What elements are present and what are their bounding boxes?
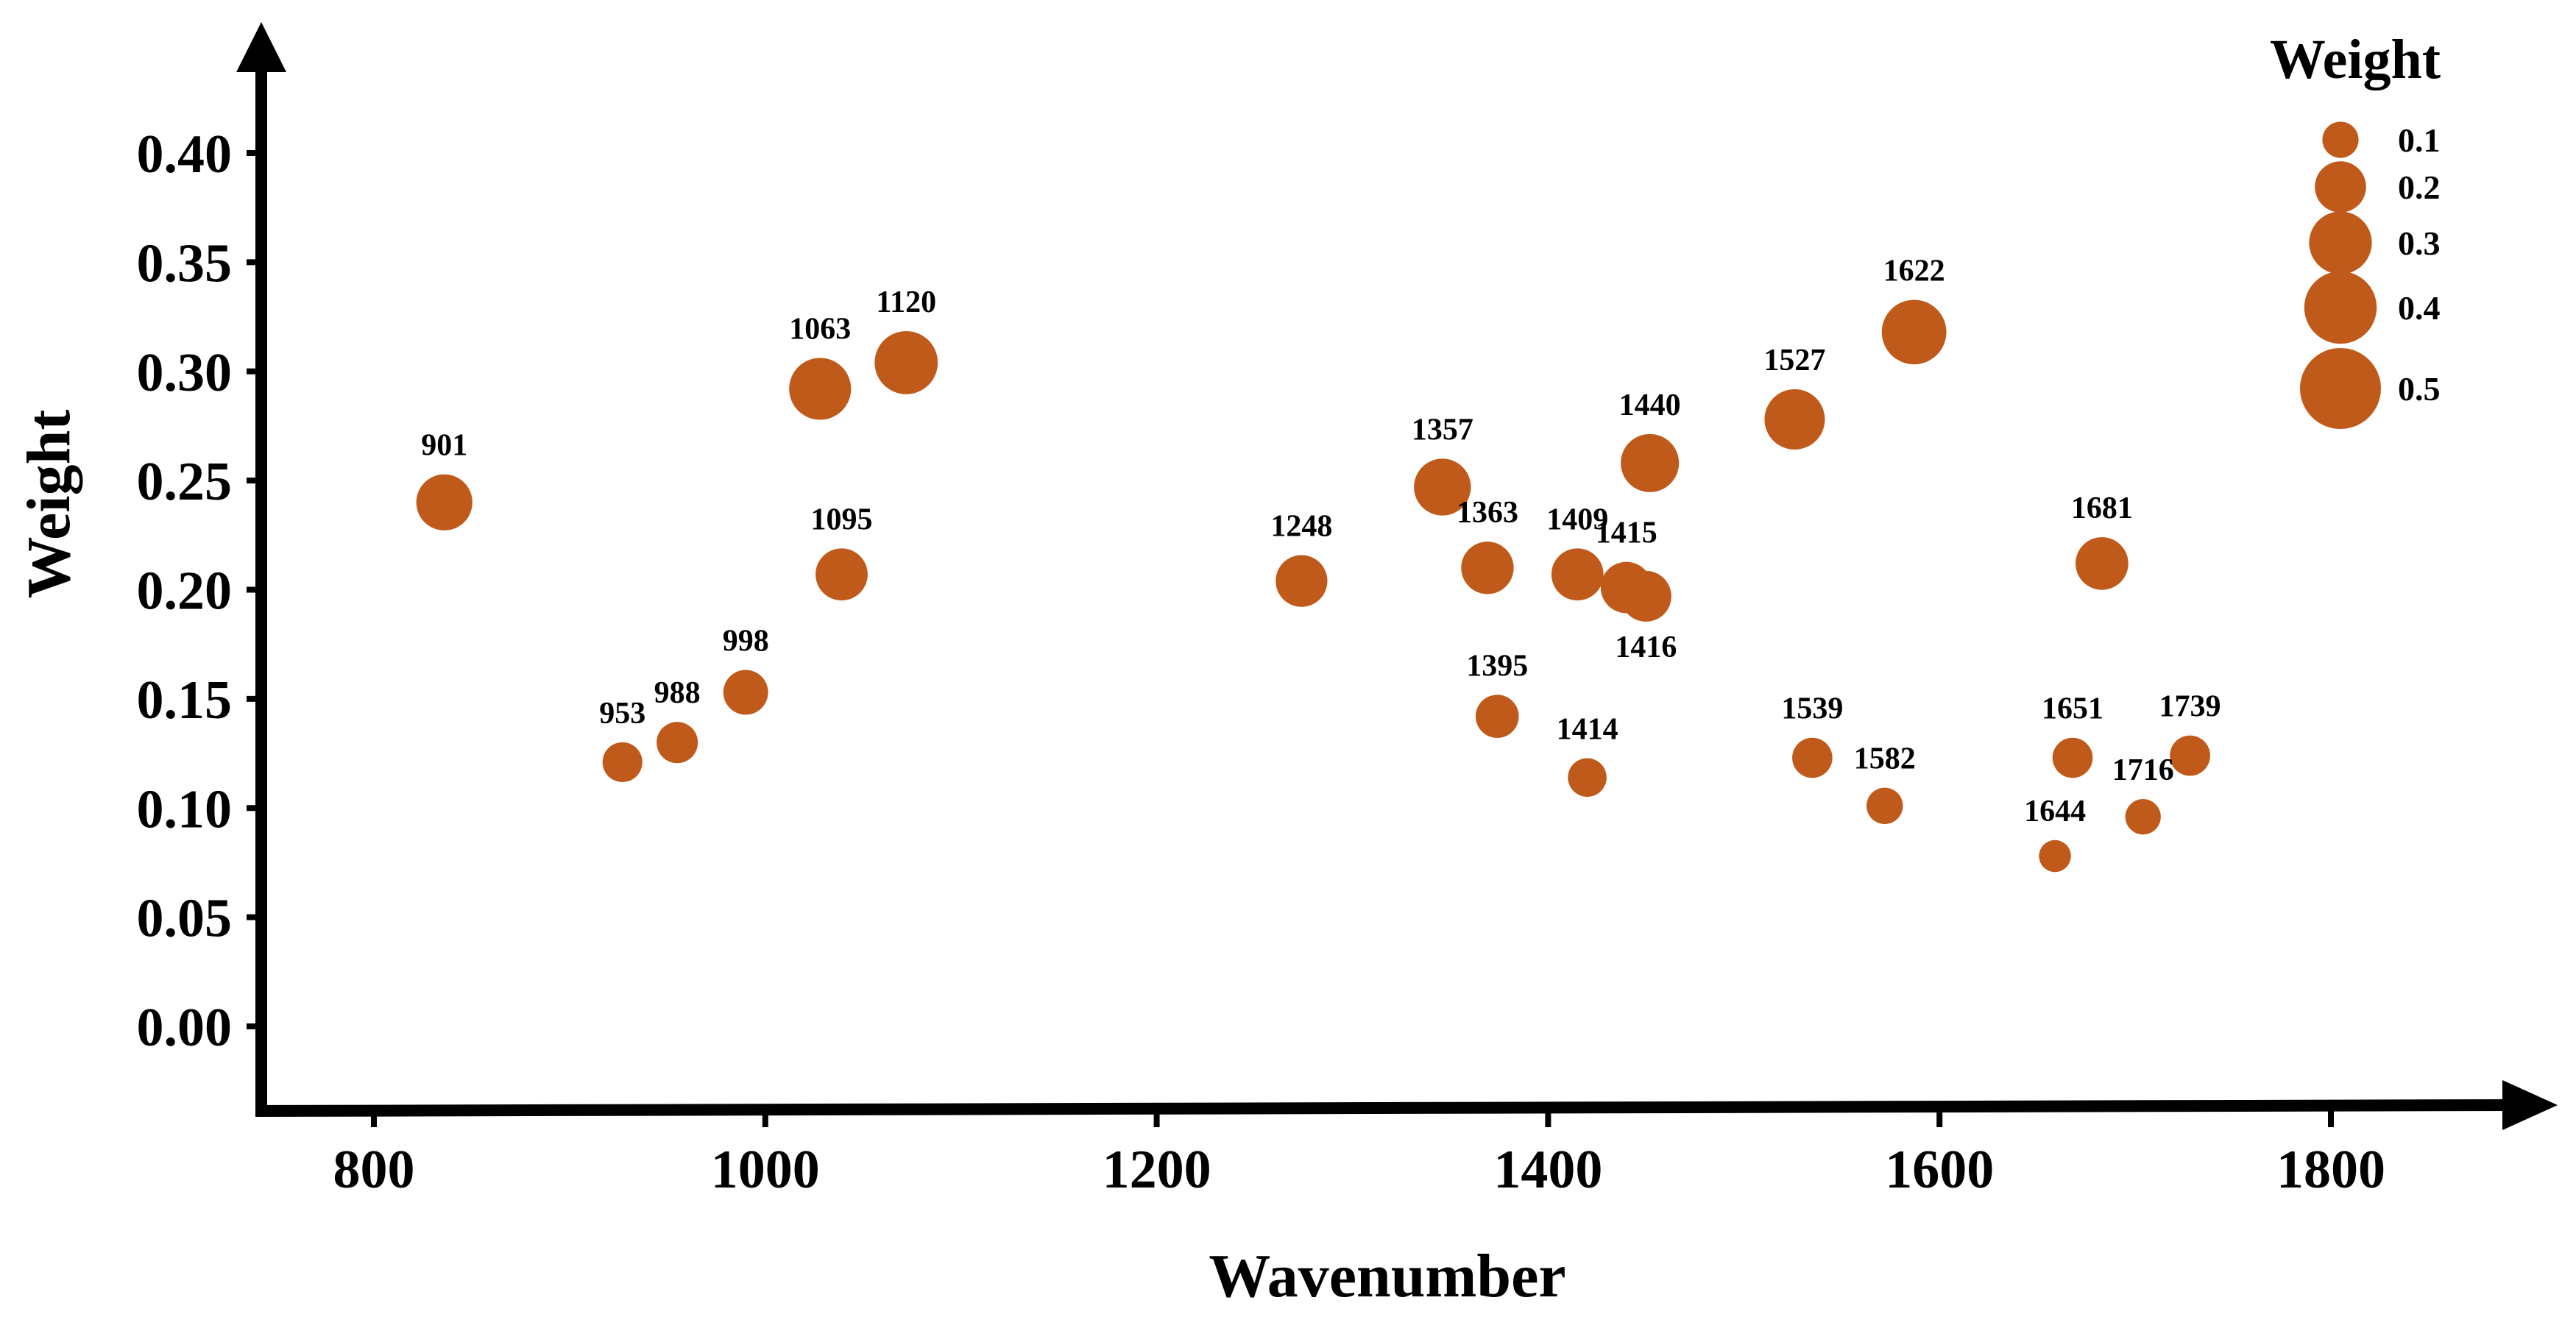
bubble-1409 <box>1551 548 1604 601</box>
legend-label-0.4: 0.4 <box>2398 289 2441 327</box>
bubble-1248 <box>1275 555 1328 607</box>
bubble-901 <box>416 474 473 530</box>
point-label-1716: 1716 <box>2112 753 2174 787</box>
point-label-1063: 1063 <box>789 312 851 346</box>
point-label-998: 998 <box>723 625 769 658</box>
bubble-1363 <box>1461 542 1514 594</box>
size-legend: 0.1 0.2 0.3 0.4 0.5 <box>2300 121 2441 429</box>
x-tick-label: 1800 <box>2276 1140 2385 1200</box>
bubble-1622 <box>1881 299 1947 365</box>
point-label-1120: 1120 <box>876 285 936 319</box>
bubble-988 <box>657 722 698 764</box>
point-label-1395: 1395 <box>1466 649 1528 683</box>
bubble-953 <box>602 742 643 782</box>
bubble-1414 <box>1568 758 1607 797</box>
legend-bubble-0.5 <box>2300 348 2381 429</box>
y-tick-label: 0.30 <box>137 343 233 403</box>
point-label-1363: 1363 <box>1457 496 1518 530</box>
bubble-1120 <box>874 330 938 394</box>
bubble-1539 <box>1792 737 1833 778</box>
bubble-1395 <box>1475 695 1519 738</box>
x-axis-arrow <box>2502 1080 2558 1130</box>
y-axis-arrow <box>236 22 286 72</box>
bubble-1582 <box>1866 787 1903 825</box>
y-tick-label: 0.10 <box>137 779 233 839</box>
point-label-1095: 1095 <box>811 503 873 536</box>
y-tick-label: 0.00 <box>137 998 233 1058</box>
point-label-1651: 1651 <box>2042 692 2103 726</box>
legend-label-0.2: 0.2 <box>2398 168 2441 206</box>
bubble-1651 <box>2052 737 2093 778</box>
x-axis-line <box>255 1099 2514 1117</box>
data-labels: 901 953 988 998 1063 1095 1120 1248 1357 1363 1395… <box>421 254 2221 828</box>
point-label-1644: 1644 <box>2024 795 2086 828</box>
bubble-1063 <box>789 358 852 420</box>
point-label-953: 953 <box>599 697 645 731</box>
bubble-1095 <box>815 548 868 601</box>
bubble-1527 <box>1764 389 1825 450</box>
y-tick-label: 0.25 <box>137 452 233 512</box>
legend-label-0.5: 0.5 <box>2398 370 2441 408</box>
point-label-1739: 1739 <box>2159 690 2221 724</box>
point-label-901: 901 <box>421 429 467 463</box>
point-label-1357: 1357 <box>1412 413 1473 447</box>
bubble-1440 <box>1621 433 1680 492</box>
axes <box>236 22 2558 1130</box>
tick-marks: 0.00 0.05 0.10 0.15 0.20 0.25 0.30 0.35 0.40 800 1… <box>137 124 2386 1200</box>
x-tick-label: 1200 <box>1103 1140 1211 1200</box>
x-tick-label: 1400 <box>1493 1140 1602 1200</box>
y-tick-label: 0.20 <box>137 561 233 622</box>
bubble-1416 <box>1620 570 1671 622</box>
bubble-998 <box>723 670 768 715</box>
point-label-1622: 1622 <box>1883 254 1945 288</box>
bubble-1644 <box>2039 839 2071 873</box>
y-tick-label: 0.35 <box>137 233 233 294</box>
y-axis-title: Weight <box>15 410 83 599</box>
x-tick-label: 800 <box>333 1140 415 1200</box>
point-label-1681: 1681 <box>2071 491 2133 525</box>
legend-label-0.3: 0.3 <box>2398 224 2441 262</box>
point-label-988: 988 <box>654 676 701 710</box>
legend-bubble-0.2 <box>2315 161 2366 213</box>
point-label-1539: 1539 <box>1781 692 1843 726</box>
x-tick-label: 1600 <box>1885 1140 1994 1200</box>
legend-bubble-0.3 <box>2309 211 2372 274</box>
bubble-1739 <box>2170 735 2210 776</box>
bubble-1716 <box>2125 799 2161 835</box>
x-tick-label: 1000 <box>711 1140 820 1200</box>
point-label-1409: 1409 <box>1546 503 1608 536</box>
bubble-1681 <box>2076 537 2129 590</box>
point-label-1414: 1414 <box>1557 712 1618 746</box>
legend-bubble-0.1 <box>2322 121 2359 158</box>
point-label-1440: 1440 <box>1619 388 1681 422</box>
legend-bubble-0.4 <box>2304 271 2377 344</box>
y-tick-label: 0.05 <box>137 889 233 949</box>
legend-title: Weight <box>2270 29 2441 90</box>
point-label-1527: 1527 <box>1763 344 1825 377</box>
y-tick-label: 0.15 <box>137 670 233 731</box>
x-axis-title: Wavenumber <box>1209 1242 1565 1310</box>
point-label-1416: 1416 <box>1615 631 1677 664</box>
point-label-1248: 1248 <box>1270 509 1332 543</box>
point-label-1415: 1415 <box>1596 516 1657 550</box>
point-label-1582: 1582 <box>1854 742 1916 776</box>
bubble-1357 <box>1414 458 1471 516</box>
y-tick-label: 0.40 <box>137 124 233 185</box>
legend-label-0.1: 0.1 <box>2398 121 2441 159</box>
data-points <box>416 299 2210 873</box>
